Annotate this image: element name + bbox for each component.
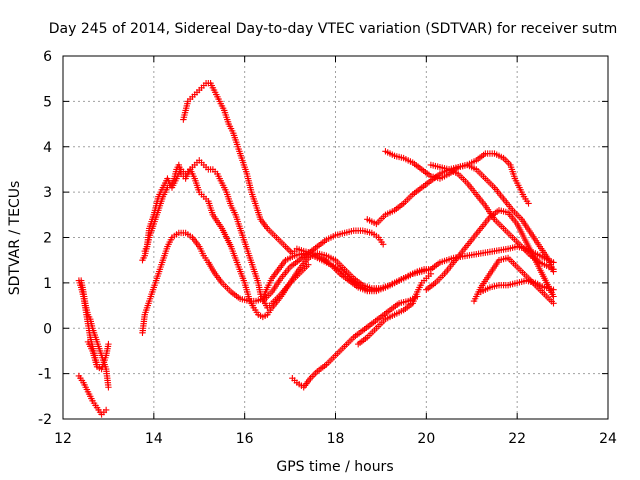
data-marks: [75, 80, 557, 418]
data-point-marker: [550, 286, 557, 293]
data-point-marker: [379, 241, 387, 248]
x-tick-label: 18: [327, 431, 345, 447]
data-point-marker: [105, 340, 112, 348]
x-tick-label: 24: [599, 431, 617, 447]
data-point-marker: [305, 261, 312, 268]
y-tick-label: 6: [43, 49, 52, 65]
y-tick-label: 4: [43, 140, 52, 156]
series-prn-q: [477, 277, 557, 296]
series-prn-h: [180, 80, 423, 295]
grid-lines: [63, 56, 608, 419]
y-tick-label: 0: [43, 321, 52, 337]
series-prn-k: [355, 270, 435, 348]
series-prn-i: [259, 227, 387, 305]
x-tick-label: 14: [145, 431, 163, 447]
y-tick-label: -1: [38, 367, 52, 383]
x-axis-label: GPS time / hours: [276, 459, 393, 475]
data-point-marker: [102, 406, 110, 414]
series-prn-d: [84, 338, 112, 373]
series-prn-n: [427, 161, 557, 273]
data-point-marker: [550, 293, 557, 300]
x-tick-label: 22: [508, 431, 526, 447]
x-tick-label: 12: [54, 431, 72, 447]
y-tick-label: 5: [43, 94, 52, 110]
data-point-marker: [525, 200, 532, 207]
data-point-marker: [105, 384, 112, 391]
y-tick-label: 3: [43, 185, 52, 201]
series-prn-b: [77, 277, 112, 391]
x-tick-labels: 12 14 16 18 20 22 24: [54, 431, 617, 447]
y-tick-label: 2: [43, 231, 52, 247]
x-tick-label: 20: [417, 431, 435, 447]
chart-title: Day 245 of 2014, Sidereal Day-to-day VTE…: [49, 21, 618, 37]
axis-ticks: [62, 55, 609, 420]
y-tick-label: 1: [43, 276, 52, 292]
data-point-marker: [550, 300, 557, 307]
data-point-marker: [550, 266, 557, 273]
series-prn-g: [141, 166, 312, 321]
y-axis-label: SDTVAR / TECUs: [7, 181, 23, 296]
series-prn-o: [423, 207, 557, 300]
data-point-marker: [427, 270, 435, 277]
y-tick-label: -2: [38, 412, 52, 428]
y-tick-labels: -2 -1 0 1 2 3 4 5 6: [38, 49, 52, 428]
x-tick-label: 16: [236, 431, 254, 447]
data-point-marker: [416, 268, 423, 275]
series-prn-c: [75, 372, 110, 418]
